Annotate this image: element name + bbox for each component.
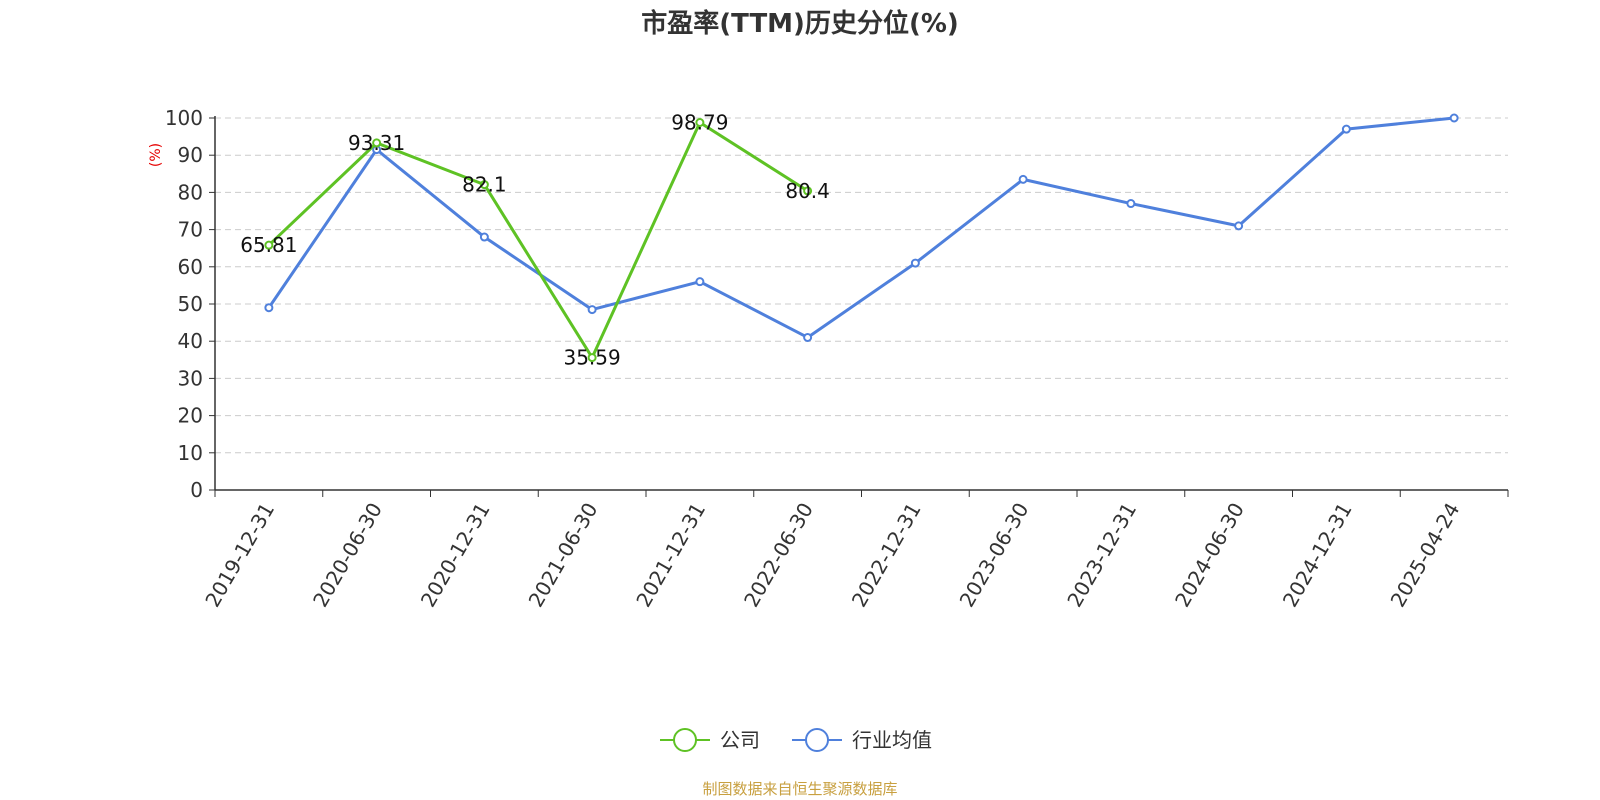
data-label: 98.79 bbox=[671, 111, 728, 135]
x-tick-label: 2022-06-30 bbox=[739, 499, 818, 612]
data-point bbox=[372, 138, 382, 148]
data-point bbox=[587, 353, 597, 363]
series-0: 65.81 93.31 82.1 35.59 98.79 80.4 bbox=[240, 111, 830, 370]
data-point bbox=[695, 118, 705, 128]
data-point bbox=[803, 332, 813, 342]
y-tick-label: 10 bbox=[178, 441, 203, 465]
x-tick-label: 2019-12-31 bbox=[200, 499, 279, 612]
data-point bbox=[1126, 199, 1136, 209]
y-tick-label: 0 bbox=[190, 478, 203, 502]
data-label: 80.4 bbox=[785, 179, 830, 203]
data-point bbox=[1341, 124, 1351, 134]
x-tick-label: 2021-12-31 bbox=[631, 499, 710, 612]
legend[interactable]: 公司 行业均值 bbox=[660, 728, 932, 752]
data-point bbox=[264, 240, 274, 250]
x-tick-label: 2021-06-30 bbox=[524, 499, 603, 612]
y-tick-label: 90 bbox=[178, 143, 203, 167]
y-tick-label: 70 bbox=[178, 218, 203, 242]
axes bbox=[214, 116, 1508, 491]
legend-marker bbox=[805, 728, 829, 752]
y-tick-label: 60 bbox=[178, 255, 203, 279]
x-tick-label: 2025-04-24 bbox=[1386, 499, 1465, 612]
y-tick-label: 40 bbox=[178, 329, 203, 353]
y-tick-label: 50 bbox=[178, 292, 203, 316]
y-tick-label: 80 bbox=[178, 180, 203, 204]
x-tick-label: 2024-12-31 bbox=[1278, 499, 1357, 612]
legend-item-1[interactable]: 行业均值 bbox=[792, 728, 932, 752]
data-label: 65.81 bbox=[240, 233, 297, 257]
grid-lines bbox=[215, 117, 1508, 454]
data-point bbox=[1449, 113, 1459, 123]
legend-marker bbox=[673, 728, 697, 752]
source-note: 制图数据来自恒生聚源数据库 bbox=[702, 780, 897, 798]
x-axis-ticks: 2019-12-31 2020-06-30 2020-12-31 2021-06-30… bbox=[200, 490, 1509, 612]
x-tick-label: 2024-06-30 bbox=[1170, 499, 1249, 612]
series-layer: 65.81 93.31 82.1 35.59 98.79 80.4 bbox=[240, 111, 1459, 370]
chart-title: 市盈率(TTM)历史分位(%) bbox=[641, 8, 959, 39]
data-label: 93.31 bbox=[348, 131, 405, 155]
data-point bbox=[479, 232, 489, 242]
y-axis-label: (%) bbox=[148, 143, 164, 167]
data-point bbox=[695, 277, 705, 287]
data-point bbox=[264, 303, 274, 313]
x-tick-label: 2022-12-31 bbox=[847, 499, 926, 612]
series-line bbox=[267, 116, 1455, 339]
series-1 bbox=[264, 113, 1459, 342]
x-tick-label: 2023-12-31 bbox=[1062, 499, 1141, 612]
data-label: 82.1 bbox=[462, 173, 507, 197]
series-line bbox=[267, 121, 809, 360]
data-point bbox=[479, 180, 489, 190]
data-point bbox=[1018, 174, 1028, 184]
legend-label: 公司 bbox=[720, 728, 760, 752]
x-tick-label: 2020-12-31 bbox=[416, 499, 495, 612]
y-tick-label: 100 bbox=[165, 106, 203, 130]
x-tick-label: 2023-06-30 bbox=[955, 499, 1034, 612]
data-point bbox=[803, 186, 813, 196]
data-point bbox=[587, 305, 597, 315]
data-label: 35.59 bbox=[563, 346, 620, 370]
data-point bbox=[1234, 221, 1244, 231]
x-tick-label: 2020-06-30 bbox=[308, 499, 387, 612]
data-point bbox=[910, 258, 920, 268]
legend-item-0[interactable]: 公司 bbox=[660, 728, 760, 752]
y-tick-label: 30 bbox=[178, 366, 203, 390]
y-tick-label: 20 bbox=[178, 404, 203, 428]
y-axis-ticks: 0 10 20 30 40 50 60 70 80 90 100 bbox=[165, 106, 215, 502]
legend-label: 行业均值 bbox=[852, 728, 932, 752]
